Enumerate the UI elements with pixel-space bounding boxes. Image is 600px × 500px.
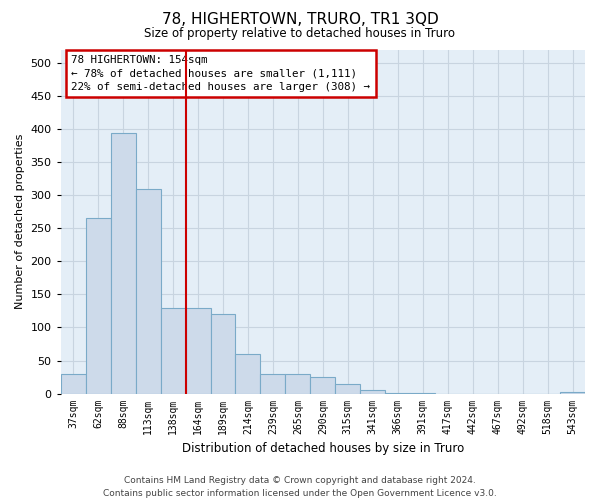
- Y-axis label: Number of detached properties: Number of detached properties: [15, 134, 25, 310]
- Bar: [61, 374, 86, 394]
- Bar: [185, 308, 211, 394]
- Bar: [86, 218, 110, 394]
- Bar: [211, 314, 235, 394]
- Text: 78 HIGHERTOWN: 154sqm
← 78% of detached houses are smaller (1,111)
22% of semi-d: 78 HIGHERTOWN: 154sqm ← 78% of detached …: [71, 55, 370, 92]
- Text: 78, HIGHERTOWN, TRURO, TR1 3QD: 78, HIGHERTOWN, TRURO, TR1 3QD: [161, 12, 439, 28]
- Bar: [385, 393, 410, 394]
- Text: Contains HM Land Registry data © Crown copyright and database right 2024.
Contai: Contains HM Land Registry data © Crown c…: [103, 476, 497, 498]
- Bar: [161, 308, 185, 394]
- Bar: [361, 390, 385, 394]
- Bar: [110, 132, 136, 394]
- Bar: [560, 392, 585, 394]
- Bar: [260, 374, 286, 394]
- Bar: [136, 188, 161, 394]
- Bar: [310, 377, 335, 394]
- Bar: [235, 354, 260, 394]
- X-axis label: Distribution of detached houses by size in Truro: Distribution of detached houses by size …: [182, 442, 464, 455]
- Bar: [335, 384, 361, 394]
- Bar: [410, 393, 435, 394]
- Text: Size of property relative to detached houses in Truro: Size of property relative to detached ho…: [145, 28, 455, 40]
- Bar: [286, 374, 310, 394]
